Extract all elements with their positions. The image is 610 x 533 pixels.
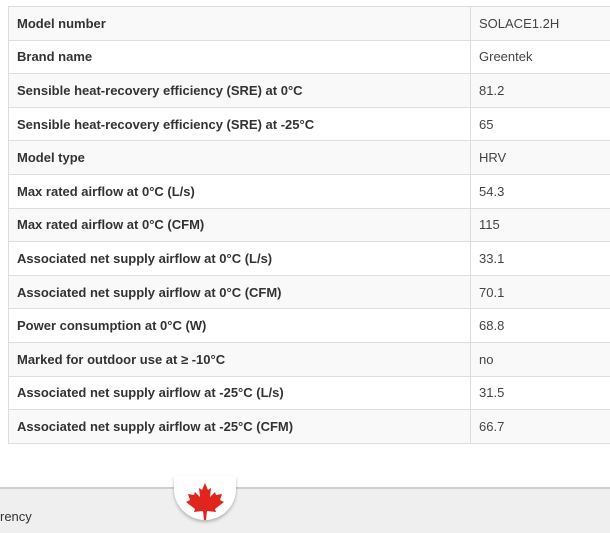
row-value: 66.7 — [471, 410, 610, 444]
row-label: Model type — [9, 141, 471, 175]
row-label: Max rated airflow at 0°C (L/s) — [9, 174, 471, 208]
row-label: Associated net supply airflow at 0°C (L/… — [9, 242, 471, 276]
table-row: Associated net supply airflow at 0°C (L/… — [9, 242, 610, 276]
row-value: 115 — [471, 208, 610, 242]
row-value: 68.8 — [471, 309, 610, 343]
table-row: Max rated airflow at 0°C (CFM)115 — [9, 208, 610, 242]
row-value: no — [471, 342, 610, 376]
footer-link[interactable]: rency — [0, 509, 32, 524]
row-label: Sensible heat-recovery efficiency (SRE) … — [9, 107, 471, 141]
table-row: Associated net supply airflow at -25°C (… — [9, 410, 610, 444]
table-row: Power consumption at 0°C (W)68.8 — [9, 309, 610, 343]
table-row: Max rated airflow at 0°C (L/s)54.3 — [9, 174, 610, 208]
row-label: Marked for outdoor use at ≥ -10°C — [9, 342, 471, 376]
table-row: Sensible heat-recovery efficiency (SRE) … — [9, 74, 610, 108]
row-label: Model number — [9, 7, 471, 41]
row-value: 31.5 — [471, 376, 610, 410]
table-row: Sensible heat-recovery efficiency (SRE) … — [9, 107, 610, 141]
row-value: SOLACE1.2H — [471, 7, 610, 41]
row-label: Associated net supply airflow at -25°C (… — [9, 376, 471, 410]
footer: rency — [0, 487, 610, 533]
row-value: 81.2 — [471, 74, 610, 108]
row-value: Greentek — [471, 40, 610, 74]
row-value: HRV — [471, 141, 610, 175]
row-value: 33.1 — [471, 242, 610, 276]
row-label: Associated net supply airflow at 0°C (CF… — [9, 275, 471, 309]
row-label: Max rated airflow at 0°C (CFM) — [9, 208, 471, 242]
row-label: Sensible heat-recovery efficiency (SRE) … — [9, 74, 471, 108]
row-value: 70.1 — [471, 275, 610, 309]
row-value: 54.3 — [471, 174, 610, 208]
table-row: Associated net supply airflow at -25°C (… — [9, 376, 610, 410]
row-label: Associated net supply airflow at -25°C (… — [9, 410, 471, 444]
row-value: 65 — [471, 107, 610, 141]
table-row: Associated net supply airflow at 0°C (CF… — [9, 275, 610, 309]
maple-leaf-icon — [184, 482, 226, 522]
row-label: Power consumption at 0°C (W) — [9, 309, 471, 343]
row-label: Brand name — [9, 40, 471, 74]
